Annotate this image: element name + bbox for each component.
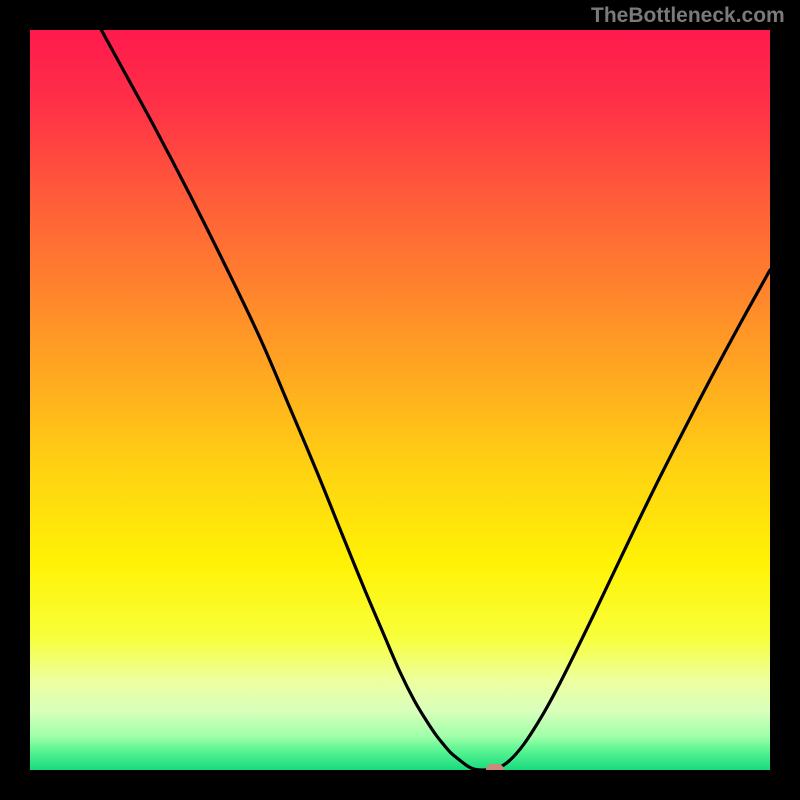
watermark-text: TheBottleneck.com: [591, 4, 785, 28]
plot-svg: [30, 30, 770, 770]
gradient-bg: [30, 30, 770, 770]
plot-area: [30, 30, 770, 770]
chart-container: TheBottleneck.com: [0, 0, 800, 800]
